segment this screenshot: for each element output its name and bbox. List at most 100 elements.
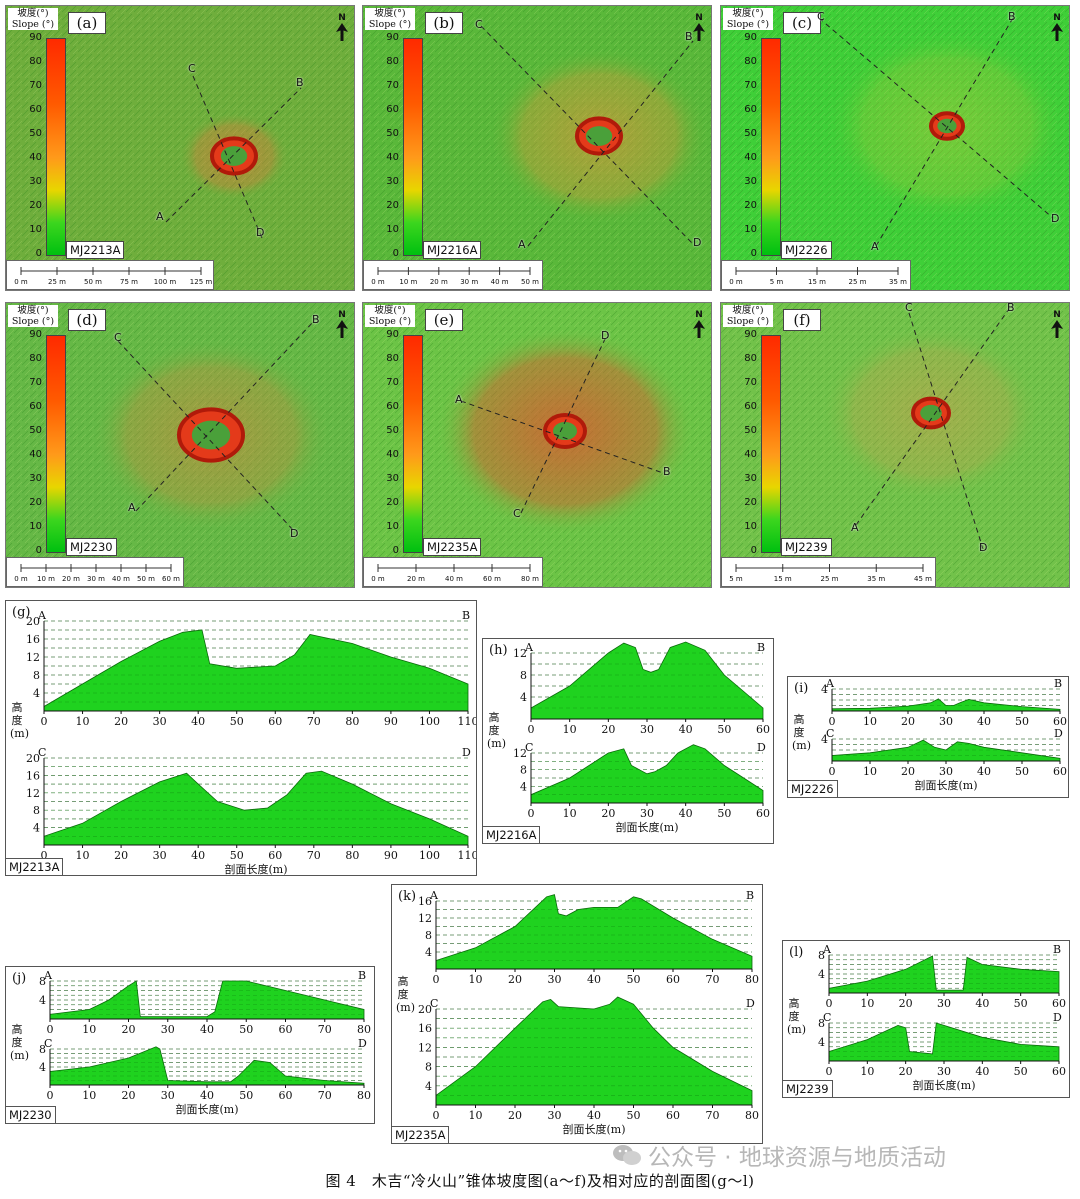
slope-tick: 70 <box>744 80 757 91</box>
panel-label: (b) <box>425 12 463 34</box>
slope-legend-title: 坡度(°) Slope (°) <box>365 8 415 30</box>
watermark: 公众号 · 地球资源与地质活动 <box>612 1138 946 1172</box>
x-tick-label: 10 <box>82 1089 96 1102</box>
scale-tick-label: 60 m <box>162 575 180 583</box>
profile-end-label: B <box>746 889 754 902</box>
scale-tick-label: 25 m <box>48 278 66 286</box>
slope-tick: 30 <box>744 176 757 187</box>
slope-tick: 90 <box>744 32 757 43</box>
x-tick-label: 20 <box>899 1065 913 1078</box>
scale-bar: 0 m 10 m 20 m 30 m 40 m 50 m 60 m <box>6 557 184 587</box>
profile-start-label: C <box>44 1037 52 1050</box>
x-tick-label: 80 <box>345 849 359 862</box>
slope-tick: 10 <box>744 521 757 532</box>
chart-panel-label: (h) <box>489 643 508 658</box>
slope-tick: 90 <box>386 32 399 43</box>
slope-tick: 70 <box>29 80 42 91</box>
profile-end-label: B <box>462 609 470 622</box>
x-tick-label: 10 <box>563 723 577 736</box>
scale-bar: 0 m 25 m 50 m 75 m 100 m 125 m <box>6 260 214 290</box>
x-tick-label: 60 <box>666 1109 680 1122</box>
slope-legend-en: Slope (°) <box>11 19 55 30</box>
scale-tick-label: 30 m <box>87 575 105 583</box>
slope-tick: 0 <box>750 545 757 556</box>
profile-chart-k: 0 10 20 30 40 50 60 70 80 4 8 12 16 A B 0 10 20 30 40 50 60 70… <box>391 884 763 1144</box>
slope-map-b: 坡度(°) Slope (°) 90 80 70 60 50 40 30 20 10 0 (b) N A B C… <box>362 5 712 291</box>
slope-tick: 20 <box>744 497 757 508</box>
x-tick-label: 40 <box>975 1065 989 1078</box>
y-tick-label: 4 <box>818 1036 825 1049</box>
y-tick-label: 12 <box>26 651 40 664</box>
scale-tick-label: 0 m <box>371 575 385 583</box>
slope-tick: 50 <box>29 128 42 139</box>
slope-colorbar <box>761 38 781 256</box>
x-tick-label: 50 <box>1014 997 1028 1010</box>
section-line <box>527 40 694 247</box>
profile-start-label: C <box>826 727 834 740</box>
y-tick-label: 16 <box>26 769 40 782</box>
panel-label: (d) <box>68 309 106 331</box>
x-tick-label: 0 <box>41 849 48 862</box>
slope-tick: 50 <box>744 128 757 139</box>
wechat-icon <box>613 1145 641 1165</box>
slope-tick: 50 <box>386 425 399 436</box>
profile-chart-i: 0 10 20 30 40 50 60 4 A B 0 10 20 30 40 50 60 4 C D (i) 高度(m)… <box>787 676 1069 798</box>
x-tick-label: 0 <box>433 1109 440 1122</box>
slope-tick: 0 <box>392 545 399 556</box>
x-tick-label: 30 <box>161 1089 175 1102</box>
section-line <box>165 87 302 223</box>
slope-tick: 80 <box>29 56 42 67</box>
profile-start-label: C <box>430 997 438 1010</box>
x-tick-label: 50 <box>627 1109 641 1122</box>
profile-area-cd <box>530 744 764 804</box>
north-arrow-icon <box>1051 23 1063 41</box>
slope-tick: 60 <box>29 401 42 412</box>
slope-tick: 30 <box>386 176 399 187</box>
section-point-c: C <box>905 302 913 314</box>
scale-tick-label: 5 m <box>769 278 784 286</box>
x-tick-label: 70 <box>307 715 321 728</box>
y-tick-label: 16 <box>418 895 432 908</box>
profile-chart-h: 0 10 20 30 40 50 60 4 8 12 A B 0 10 20 30 40 50 60 4 8 12 C D (h… <box>482 638 774 844</box>
x-tick-label: 0 <box>829 715 836 728</box>
site-label: MJ2235A <box>392 1126 450 1143</box>
y-tick-label: 8 <box>818 949 825 962</box>
north-letter: N <box>338 13 346 23</box>
x-tick-label: 60 <box>1052 997 1066 1010</box>
section-point-d: D <box>979 541 988 554</box>
north-letter: N <box>695 13 703 23</box>
y-tick-label: 8 <box>39 975 46 988</box>
slope-tick: 10 <box>29 224 42 235</box>
scale-tick-label: 25 m <box>820 575 839 583</box>
x-tick-label: 80 <box>357 1089 371 1102</box>
section-point-b: B <box>1008 10 1016 23</box>
x-tick-label: 20 <box>114 849 128 862</box>
y-tick-label: 4 <box>821 733 828 746</box>
scale-tick-label: 125 m <box>189 278 213 286</box>
x-tick-label: 50 <box>230 715 244 728</box>
scale-tick-label: 40 m <box>490 278 509 286</box>
y-tick-label: 12 <box>513 747 527 760</box>
x-tick-label: 0 <box>826 1065 833 1078</box>
x-tick-label: 40 <box>679 723 693 736</box>
section-line <box>855 308 1010 526</box>
section-line <box>520 332 609 514</box>
profile-area-cd <box>831 739 1061 762</box>
x-tick-label: 80 <box>357 1023 371 1036</box>
scale-tick-label: 25 m <box>848 278 867 286</box>
y-tick-label: 16 <box>26 633 40 646</box>
profile-start-label: C <box>823 1011 831 1024</box>
slope-tick: 0 <box>750 248 757 259</box>
north-arrow-icon <box>693 320 705 338</box>
panel-label: (c) <box>783 12 821 34</box>
x-tick-label: 10 <box>469 973 483 986</box>
x-tick-label: 70 <box>318 1089 332 1102</box>
x-tick-label: 100 <box>419 849 440 862</box>
section-point-a: A <box>128 501 136 514</box>
x-tick-label: 40 <box>200 1023 214 1036</box>
y-tick-label: 16 <box>418 1022 432 1035</box>
x-tick-label: 20 <box>114 715 128 728</box>
scale-tick-label: 100 m <box>153 278 177 286</box>
profile-start-label: A <box>822 943 832 956</box>
north-arrow: N <box>691 14 707 41</box>
